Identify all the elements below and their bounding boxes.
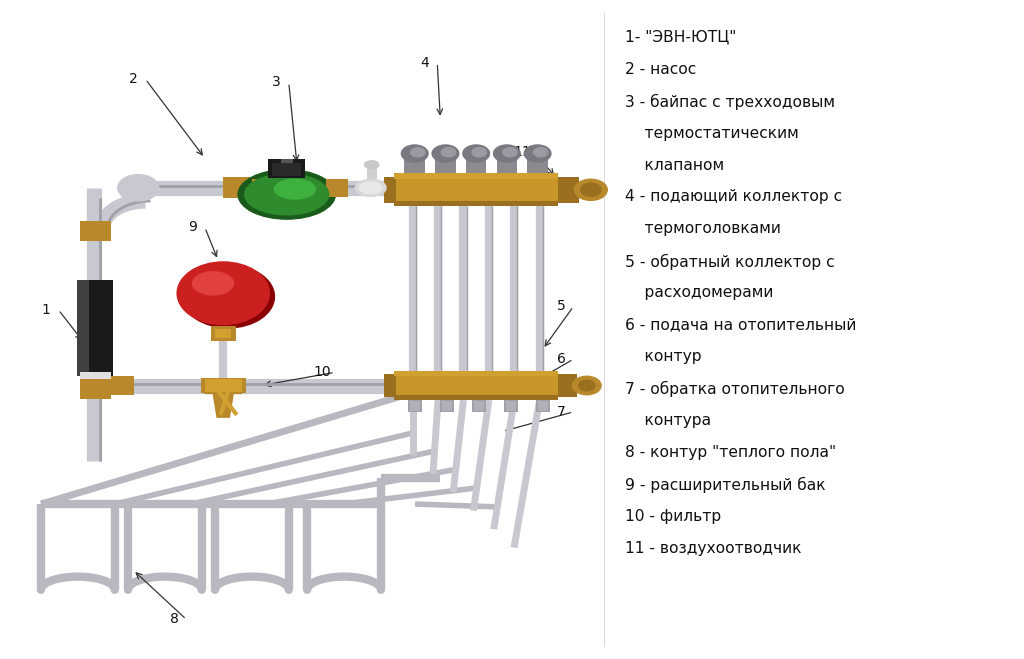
- Bar: [394, 201, 558, 206]
- Bar: [408, 400, 422, 412]
- Circle shape: [572, 376, 601, 395]
- Bar: [201, 378, 246, 393]
- Circle shape: [534, 148, 548, 157]
- Ellipse shape: [177, 262, 269, 324]
- Text: 4 - подающий коллектор с: 4 - подающий коллектор с: [625, 190, 842, 204]
- Bar: [394, 371, 558, 400]
- Text: 1- "ЭВН-ЮТЦ": 1- "ЭВН-ЮТЦ": [625, 30, 736, 45]
- Text: 10: 10: [313, 365, 332, 380]
- Text: 8: 8: [170, 612, 178, 627]
- Text: термостатическим: термостатическим: [625, 126, 799, 140]
- Text: контура: контура: [625, 413, 711, 428]
- Circle shape: [441, 148, 456, 157]
- Text: клапаном: клапаном: [625, 158, 724, 173]
- Circle shape: [503, 148, 517, 157]
- Text: 7: 7: [557, 405, 565, 419]
- Bar: [77, 280, 113, 376]
- Bar: [211, 326, 236, 341]
- Ellipse shape: [359, 182, 382, 194]
- Text: 2 - насос: 2 - насос: [625, 61, 696, 76]
- Bar: [77, 280, 89, 376]
- Bar: [384, 374, 396, 397]
- Text: 3 - байпас с трехходовым: 3 - байпас с трехходовым: [625, 94, 835, 110]
- Bar: [471, 400, 486, 412]
- Text: 5: 5: [557, 299, 565, 314]
- Text: 1: 1: [42, 302, 50, 317]
- Bar: [473, 401, 484, 411]
- Bar: [281, 159, 293, 163]
- Text: 6: 6: [557, 352, 565, 366]
- Bar: [80, 376, 111, 399]
- Text: 6 - подача на отопительный: 6 - подача на отопительный: [625, 318, 856, 332]
- Circle shape: [494, 145, 520, 162]
- Bar: [109, 376, 134, 395]
- Circle shape: [432, 145, 459, 162]
- Ellipse shape: [355, 179, 386, 196]
- Text: расходомерами: расходомерами: [625, 285, 773, 301]
- Ellipse shape: [182, 265, 274, 328]
- Bar: [410, 401, 420, 411]
- Text: 2: 2: [129, 72, 137, 86]
- Bar: [326, 179, 348, 197]
- Bar: [394, 395, 558, 400]
- Ellipse shape: [193, 272, 233, 295]
- Circle shape: [524, 145, 551, 162]
- Ellipse shape: [245, 174, 329, 215]
- Bar: [394, 371, 558, 376]
- Bar: [367, 165, 377, 179]
- Bar: [268, 159, 305, 178]
- Bar: [223, 177, 252, 198]
- Bar: [205, 379, 242, 392]
- Bar: [536, 400, 550, 412]
- Text: 8 - контур "теплого пола": 8 - контур "теплого пола": [625, 445, 836, 460]
- Circle shape: [574, 179, 607, 200]
- Bar: [558, 177, 579, 203]
- Text: термоголовками: термоголовками: [625, 221, 780, 237]
- Polygon shape: [205, 379, 242, 393]
- Text: 7 - обратка отопительного: 7 - обратка отопительного: [625, 381, 845, 397]
- Bar: [80, 372, 111, 379]
- Bar: [272, 163, 301, 176]
- Circle shape: [401, 145, 428, 162]
- Bar: [439, 400, 454, 412]
- Circle shape: [581, 183, 601, 196]
- Bar: [497, 159, 517, 173]
- Text: 9 - расширительный бак: 9 - расширительный бак: [625, 477, 825, 494]
- Bar: [215, 329, 231, 338]
- Ellipse shape: [274, 179, 315, 199]
- Circle shape: [463, 145, 489, 162]
- Bar: [384, 177, 396, 203]
- Text: 3: 3: [272, 75, 281, 90]
- Text: 11: 11: [513, 144, 531, 159]
- Bar: [252, 179, 274, 197]
- Bar: [538, 401, 548, 411]
- Ellipse shape: [239, 170, 336, 219]
- Text: 5 - обратный коллектор с: 5 - обратный коллектор с: [625, 254, 835, 270]
- Circle shape: [579, 380, 595, 391]
- Bar: [394, 173, 558, 206]
- Text: 11 - воздухоотводчик: 11 - воздухоотводчик: [625, 541, 801, 556]
- Text: контур: контур: [625, 349, 701, 364]
- Text: 9: 9: [188, 220, 197, 235]
- Bar: [80, 221, 111, 241]
- Bar: [441, 401, 452, 411]
- Text: 4: 4: [421, 55, 429, 70]
- Bar: [527, 159, 548, 173]
- Circle shape: [118, 175, 159, 201]
- Text: 10 - фильтр: 10 - фильтр: [625, 509, 721, 524]
- Circle shape: [411, 148, 425, 157]
- Bar: [466, 159, 486, 173]
- Bar: [558, 374, 577, 397]
- Bar: [504, 400, 518, 412]
- Bar: [435, 159, 456, 173]
- Bar: [506, 401, 516, 411]
- Ellipse shape: [365, 161, 379, 169]
- Circle shape: [472, 148, 486, 157]
- Bar: [404, 159, 425, 173]
- Bar: [394, 173, 558, 179]
- Polygon shape: [213, 392, 233, 417]
